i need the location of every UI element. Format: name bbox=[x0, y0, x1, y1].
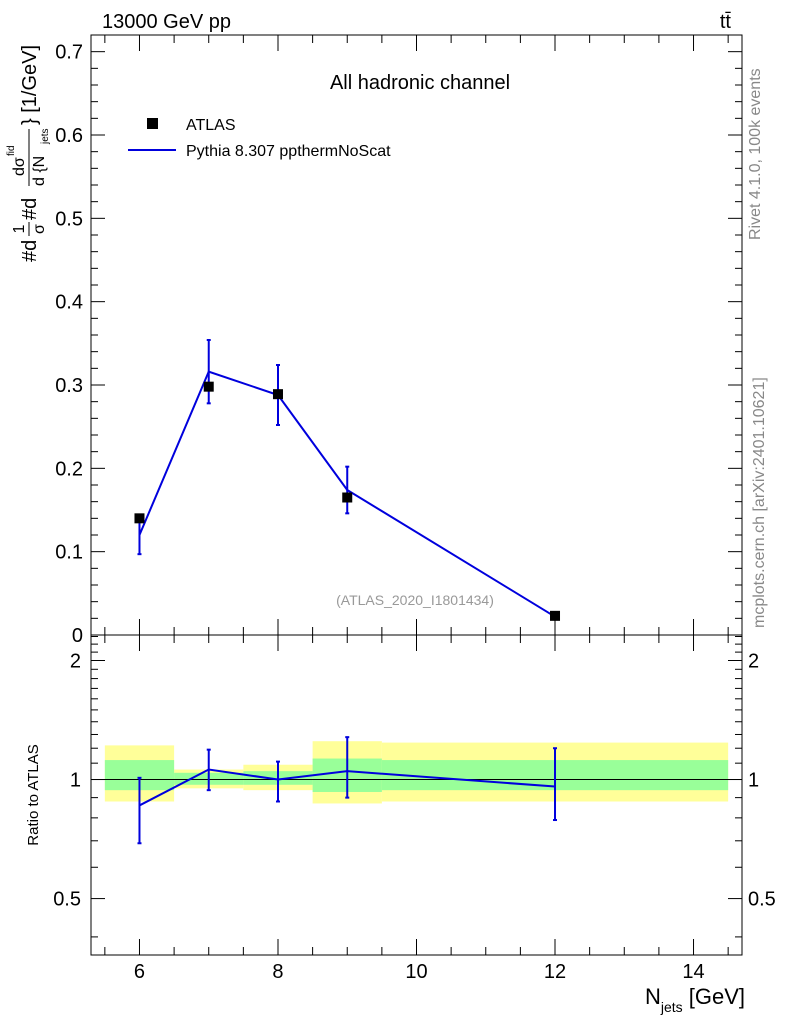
ylabel-prefix: #d bbox=[19, 240, 41, 262]
ratio-y-tick-label-left: 0.5 bbox=[53, 889, 81, 911]
main-y-tick-label: 0.7 bbox=[55, 42, 83, 64]
x-tick-label: 6 bbox=[134, 961, 145, 983]
analysis-watermark: (ATLAS_2020_I1801434) bbox=[336, 592, 494, 608]
plot-title: All hadronic channel bbox=[330, 72, 510, 94]
x-tick-label: 12 bbox=[544, 961, 566, 983]
svg-text:#d: #d bbox=[19, 240, 41, 262]
mc-series bbox=[137, 339, 558, 620]
process-label: tt̄ bbox=[720, 11, 732, 33]
atlas-data-point bbox=[272, 389, 283, 400]
data-series bbox=[134, 381, 561, 621]
main-y-axis-label: #d 1 σ #d dσ fid d {N jets } [1/GeV] bbox=[6, 45, 51, 262]
atlas-data-point bbox=[134, 513, 145, 524]
ratio-y-tick-label-left: 2 bbox=[70, 650, 81, 672]
x-tick-labels: 6 8 10 12 14 bbox=[134, 961, 705, 983]
main-y-tick-label: 0 bbox=[72, 625, 83, 647]
main-y-tick-label: 0.6 bbox=[55, 125, 83, 147]
legend-atlas-label: ATLAS bbox=[186, 117, 236, 134]
ratio-y-tick-label-left: 1 bbox=[70, 770, 81, 792]
x-tick-label: 10 bbox=[405, 961, 427, 983]
x-tick-label: 8 bbox=[272, 961, 283, 983]
legend-pythia-label: Pythia 8.307 ppthermNoScat bbox=[186, 143, 391, 160]
ratio-axis-ticks bbox=[91, 635, 742, 955]
atlas-data-point bbox=[342, 492, 353, 503]
x-axis-label: Njets [GeV] bbox=[645, 984, 745, 1015]
ylabel-frac1-den: σ bbox=[31, 224, 48, 234]
ratio-y-tick-label-right: 2 bbox=[748, 650, 759, 672]
ylabel-suffix: } [1/GeV] bbox=[19, 45, 41, 125]
ylabel-frac2-num: dσ bbox=[11, 157, 28, 176]
ylabel-frac2-den: d {N bbox=[31, 156, 48, 186]
main-plot-panel: 0 0.1 0.2 0.3 0.4 0.5 0.6 0.7 All hadronic chan… bbox=[6, 34, 743, 647]
x-axis-label-sub: jets bbox=[660, 999, 683, 1015]
ratio-uncertainty-bands bbox=[104, 741, 729, 804]
energy-label: 13000 GeV pp bbox=[102, 11, 231, 33]
ratio-y-tick-label-right: 0.5 bbox=[748, 889, 776, 911]
main-y-tick-label: 0.3 bbox=[55, 375, 83, 397]
ratio-y-tick-labels: 0.5 0.5 1 1 2 2 bbox=[53, 650, 776, 910]
x-axis-label-unit: [GeV] bbox=[683, 984, 745, 1009]
ylabel-frac2-den-sub: jets bbox=[40, 128, 51, 145]
legend: ATLAS Pythia 8.307 ppthermNoScat bbox=[128, 117, 391, 160]
ratio-plot-panel: 0.5 0.51 12 2 6 8 10 12 14 Ratio to ATLAS Njets… bbox=[25, 634, 776, 1015]
atlas-data-point bbox=[203, 381, 214, 392]
x-axis-label-main: N bbox=[645, 984, 661, 1009]
ratio-mc-series bbox=[137, 736, 558, 845]
x-tick-label: 14 bbox=[682, 961, 704, 983]
ratio-y-axis-label: Ratio to ATLAS bbox=[25, 744, 42, 845]
ylabel-frac2-num-sup: fid bbox=[6, 145, 17, 156]
main-axis-ticks bbox=[91, 35, 742, 636]
ylabel-frac1-num: 1 bbox=[11, 224, 28, 233]
main-y-tick-labels: 0 0.1 0.2 0.3 0.4 0.5 0.6 0.7 bbox=[55, 42, 83, 647]
main-y-tick-label: 0.2 bbox=[55, 458, 83, 480]
mcplots-source-label: mcplots.cern.ch [arXiv:2401.10621] bbox=[751, 377, 768, 628]
ratio-y-tick-label-right: 1 bbox=[748, 770, 759, 792]
main-y-tick-label: 0.4 bbox=[55, 292, 83, 314]
rivet-version-label: Rivet 4.1.0, 100k events bbox=[747, 68, 764, 240]
main-y-tick-label: 0.5 bbox=[55, 208, 83, 230]
legend-atlas-marker bbox=[147, 118, 158, 129]
ylabel-mid: #d bbox=[19, 198, 41, 220]
main-y-tick-label: 0.1 bbox=[55, 542, 83, 564]
atlas-data-point bbox=[550, 610, 561, 621]
